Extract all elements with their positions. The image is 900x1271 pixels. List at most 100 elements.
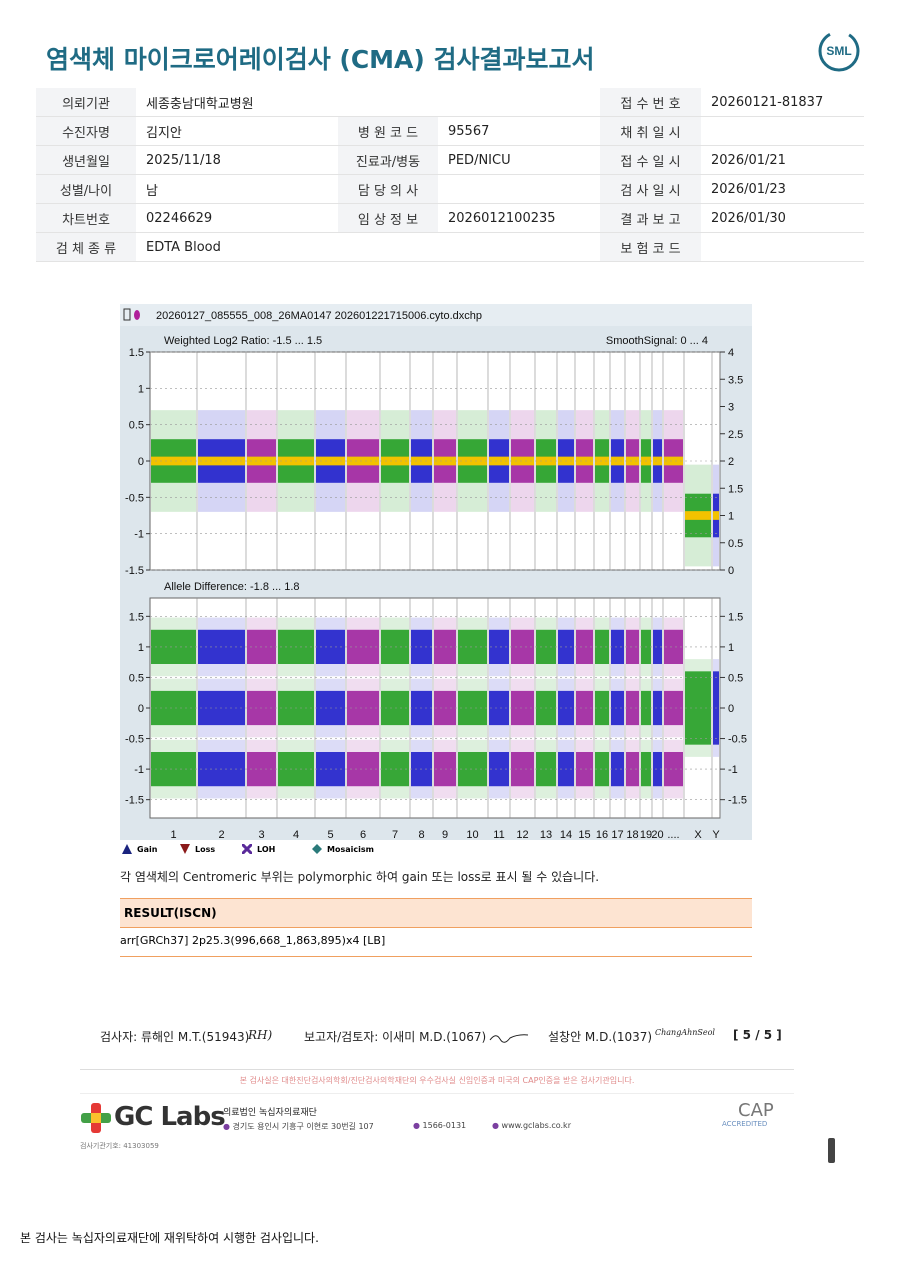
allele-band: [611, 752, 624, 787]
cell-value: 02246629: [136, 203, 338, 233]
y2-tick-label: 1: [728, 511, 734, 523]
chromosome-label: 14: [560, 829, 572, 840]
panel-title: Weighted Log2 Ratio: -1.5 ... 1.5: [164, 335, 322, 347]
info-table: 의뢰기관 세종충남대학교병원 접 수 번 호 20260121-81837 수진자명 김지…: [36, 88, 864, 262]
allele-band: [489, 690, 509, 726]
y2-tick-label: -1.5: [728, 795, 747, 807]
allele-band: [511, 690, 534, 726]
y-tick-label: -0.5: [125, 734, 144, 746]
y-tick-label: 1: [138, 383, 144, 395]
legend-item: Mosaicism: [312, 844, 374, 854]
chromosome-label: 11: [493, 829, 504, 840]
cell-value: 20260121-81837: [701, 88, 864, 117]
panel-title: Allele Difference: -1.8 ... 1.8: [164, 581, 300, 593]
smooth-signal: [664, 456, 683, 466]
allele-band: [347, 690, 379, 726]
chromosome-label: 19: [640, 829, 652, 840]
y2-tick-label: -0.5: [728, 734, 747, 746]
allele-band: [489, 629, 509, 664]
reviewer: 보고자/검토자: 이새미 M.D.(1067): [304, 1030, 487, 1044]
cell-value: 95567: [438, 116, 600, 146]
file-name: 20260127_085555_008_26MA0147 20260122171…: [156, 310, 482, 322]
chromosome-label: 13: [540, 829, 552, 840]
tester: 검사자: 류해인 M.T.(51943): [100, 1030, 250, 1044]
y2-tick-label: 4: [728, 347, 734, 359]
allele-band: [653, 629, 662, 664]
brand: GC Labs: [114, 1102, 226, 1132]
legend-label: Loss: [195, 844, 216, 854]
cell-label: 채 취 일 시: [600, 116, 701, 146]
smooth-signal: [347, 456, 379, 466]
cell-value: [701, 232, 864, 262]
chromosome-label: 10: [466, 829, 478, 840]
y2-tick-label: 2: [728, 456, 734, 468]
y2-tick-label: 3.5: [728, 374, 743, 386]
allele-band: [458, 752, 487, 787]
legend-item: Gain: [122, 844, 157, 854]
note: 각 염색체의 Centromeric 부위는 polymorphic 하여 ga…: [120, 870, 600, 884]
cell-label: 보 험 코 드: [600, 232, 701, 262]
result-header: RESULT(ISCN): [120, 898, 752, 928]
legend-symbol: [180, 844, 190, 854]
cell-value: 2026/01/21: [701, 145, 864, 175]
result-heading: RESULT(ISCN): [124, 906, 217, 920]
y2-tick-label: 0: [728, 703, 734, 715]
y-tick-label: 1.5: [129, 347, 144, 359]
y-tick-label: 1.5: [129, 611, 144, 623]
y2-tick-label: 3: [728, 402, 734, 414]
cell-value: [701, 116, 864, 146]
chromosome-label: 1: [170, 829, 176, 840]
chromosome-label: 9: [442, 829, 448, 840]
plot: Weighted Log2 Ratio: -1.5 ... 1.5 SmoothS…: [125, 335, 747, 840]
tester-sign: RH): [248, 1028, 273, 1042]
allele-band: [664, 752, 683, 787]
icon: [123, 308, 131, 321]
allele-band: [151, 629, 196, 664]
smooth-signal: [626, 456, 639, 466]
cell-label: 병 원 코 드: [338, 116, 438, 146]
chromosome-label: 12: [516, 829, 528, 840]
allele-band: [151, 752, 196, 787]
cell-value: 2026/01/23: [701, 174, 864, 204]
smooth-signal: [713, 511, 719, 520]
chromosome-label: 4: [293, 829, 299, 840]
y-tick-label: 0.5: [129, 672, 144, 684]
page-number: [ 5 / 5 ]: [733, 1028, 782, 1042]
allele-band: [511, 629, 534, 664]
allele-band: [611, 629, 624, 664]
allele-band: [458, 629, 487, 664]
doctor-sign: ChangAhnSeol: [655, 1028, 715, 1037]
chromosome-label: 5: [327, 829, 333, 840]
y-tick-label: -0.5: [125, 492, 144, 504]
cell-label: 차트번호: [36, 203, 136, 233]
allele-band: [626, 690, 639, 726]
smooth-signal: [458, 456, 487, 466]
chromosome-label: 8: [418, 829, 424, 840]
cell-value: PED/NICU: [438, 145, 600, 175]
phone: ● 1566-0131: [413, 1121, 467, 1130]
cell-label: 생년월일: [36, 145, 136, 175]
y2-tick-label: -1: [728, 764, 738, 776]
legend-item: LOH: [242, 844, 275, 854]
bottom-note: 본 검사는 녹십자의료재단에 재위탁하여 시행한 검사입니다.: [20, 1231, 319, 1245]
report-title: 염색체 마이크로어레이검사 (CMA) 검사결과보고서: [46, 45, 595, 74]
legend-symbol: [242, 844, 252, 854]
allele-band: [347, 629, 379, 664]
allele-band: [626, 629, 639, 664]
y2-tick-label: 1.5: [728, 611, 743, 623]
cell-label: 담 당 의 사: [338, 174, 438, 204]
y-tick-label: 0: [138, 456, 144, 468]
cell-label: 의뢰기관: [36, 88, 136, 117]
allele-band: [664, 629, 683, 664]
allele-band: [576, 752, 593, 787]
y-tick-label: 0.5: [129, 420, 144, 432]
cell-label: 접 수 일 시: [600, 145, 701, 175]
chromosome-label: 6: [360, 829, 366, 840]
cell-label: 결 과 보 고: [600, 203, 701, 233]
web-text: www.gclabs.co.kr: [501, 1121, 571, 1130]
allele-band: [653, 752, 662, 787]
smooth-signal: [489, 456, 509, 466]
allele-band: [664, 690, 683, 726]
smooth-signal: [611, 456, 624, 466]
gc-icon: [81, 1103, 111, 1133]
